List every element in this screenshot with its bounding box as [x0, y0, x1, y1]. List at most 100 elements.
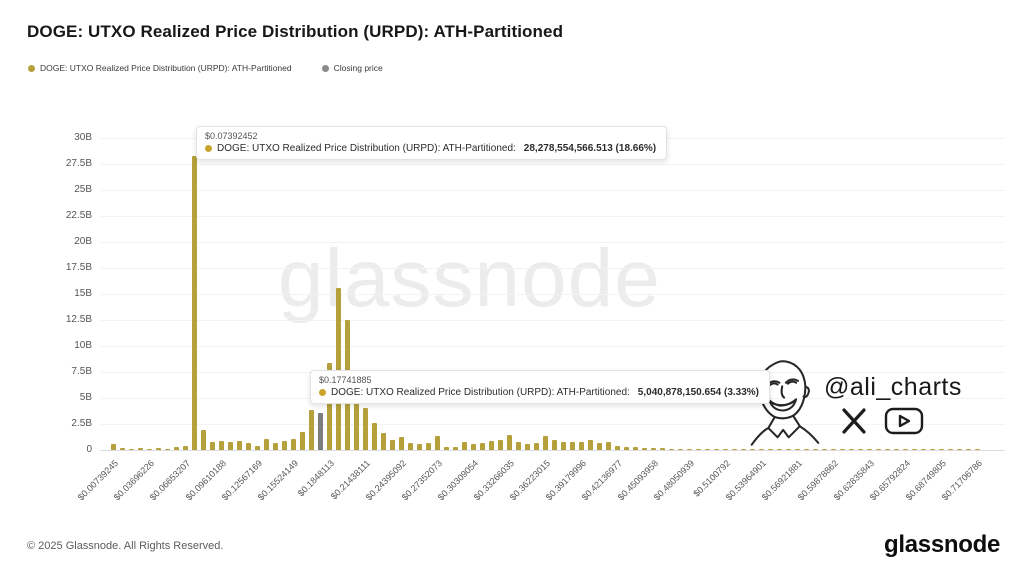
- urpd-bar[interactable]: [371, 422, 377, 450]
- urpd-bar[interactable]: [272, 443, 278, 450]
- urpd-bar[interactable]: [704, 449, 710, 450]
- urpd-bar[interactable]: [524, 444, 530, 450]
- urpd-bar[interactable]: [533, 443, 539, 450]
- urpd-bar[interactable]: [956, 449, 962, 450]
- urpd-bar[interactable]: [308, 409, 314, 450]
- urpd-bar[interactable]: [902, 449, 908, 450]
- urpd-bar[interactable]: [119, 448, 125, 450]
- urpd-bar[interactable]: [434, 436, 440, 450]
- legend-item-closing-price[interactable]: Closing price: [321, 63, 383, 73]
- urpd-bar[interactable]: [785, 449, 791, 450]
- urpd-bar[interactable]: [866, 449, 872, 450]
- urpd-bar[interactable]: [470, 444, 476, 450]
- urpd-bar[interactable]: [398, 437, 404, 450]
- urpd-bar[interactable]: [668, 448, 674, 450]
- urpd-bar[interactable]: [560, 441, 566, 450]
- urpd-bar[interactable]: [200, 430, 206, 450]
- urpd-bar[interactable]: [479, 443, 485, 450]
- urpd-bar[interactable]: [677, 448, 683, 450]
- urpd-bar[interactable]: [740, 449, 746, 450]
- urpd-bar[interactable]: [110, 444, 116, 450]
- urpd-bar[interactable]: [191, 155, 197, 450]
- urpd-bar[interactable]: [380, 433, 386, 450]
- urpd-bar[interactable]: [821, 449, 827, 450]
- urpd-bar[interactable]: [128, 448, 134, 450]
- urpd-bar[interactable]: [425, 443, 431, 450]
- urpd-bar[interactable]: [920, 449, 926, 450]
- urpd-bar[interactable]: [407, 443, 413, 450]
- urpd-bar[interactable]: [155, 448, 161, 450]
- urpd-bar[interactable]: [686, 448, 692, 450]
- urpd-bar[interactable]: [443, 446, 449, 450]
- urpd-bar[interactable]: [848, 449, 854, 450]
- urpd-bar[interactable]: [362, 408, 368, 450]
- urpd-bar[interactable]: [461, 441, 467, 450]
- urpd-bar[interactable]: [794, 449, 800, 450]
- urpd-bar[interactable]: [839, 449, 845, 450]
- urpd-bar[interactable]: [515, 441, 521, 450]
- urpd-bar[interactable]: [506, 435, 512, 450]
- urpd-bar[interactable]: [731, 449, 737, 450]
- urpd-bar[interactable]: [335, 287, 341, 450]
- urpd-bar[interactable]: [173, 446, 179, 450]
- urpd-bar[interactable]: [290, 438, 296, 450]
- urpd-bar[interactable]: [416, 443, 422, 450]
- urpd-bar[interactable]: [254, 445, 260, 450]
- urpd-bar[interactable]: [236, 440, 242, 450]
- urpd-bar[interactable]: [245, 442, 251, 450]
- urpd-bar[interactable]: [587, 439, 593, 450]
- urpd-bar[interactable]: [182, 446, 188, 450]
- urpd-bar[interactable]: [497, 439, 503, 450]
- urpd-bar[interactable]: [650, 447, 656, 450]
- urpd-bar[interactable]: [326, 362, 332, 450]
- urpd-bar[interactable]: [551, 440, 557, 450]
- urpd-bar[interactable]: [875, 449, 881, 450]
- legend-item-urpd[interactable]: DOGE: UTXO Realized Price Distribution (…: [28, 63, 292, 73]
- urpd-bar[interactable]: [884, 449, 890, 450]
- urpd-bar[interactable]: [758, 449, 764, 450]
- urpd-bar[interactable]: [164, 448, 170, 450]
- urpd-bar[interactable]: [974, 449, 980, 450]
- urpd-bar[interactable]: [227, 441, 233, 450]
- urpd-bar[interactable]: [830, 449, 836, 450]
- urpd-series-dot-icon: [28, 64, 35, 72]
- urpd-bar[interactable]: [749, 449, 755, 450]
- urpd-bar[interactable]: [146, 448, 152, 450]
- urpd-bar[interactable]: [911, 449, 917, 450]
- urpd-bar[interactable]: [209, 442, 215, 450]
- urpd-bar[interactable]: [929, 449, 935, 450]
- urpd-bar[interactable]: [659, 448, 665, 450]
- urpd-bar[interactable]: [632, 447, 638, 450]
- urpd-bar[interactable]: [857, 449, 863, 450]
- urpd-bar[interactable]: [695, 448, 701, 450]
- urpd-bar[interactable]: [488, 441, 494, 450]
- urpd-bar[interactable]: [578, 442, 584, 450]
- y-axis-tick-label: 20B: [74, 236, 92, 247]
- urpd-bar[interactable]: [389, 439, 395, 450]
- urpd-bar[interactable]: [947, 449, 953, 450]
- urpd-bar[interactable]: [353, 400, 359, 450]
- urpd-bar[interactable]: [965, 449, 971, 450]
- urpd-bar[interactable]: [263, 438, 269, 450]
- urpd-bar[interactable]: [218, 440, 224, 450]
- urpd-bar[interactable]: [299, 432, 305, 450]
- urpd-bar[interactable]: [452, 447, 458, 450]
- closing-price-bar[interactable]: [317, 412, 323, 450]
- urpd-bar[interactable]: [803, 449, 809, 450]
- urpd-bar[interactable]: [776, 449, 782, 450]
- urpd-bar[interactable]: [641, 447, 647, 450]
- urpd-bar[interactable]: [938, 449, 944, 450]
- urpd-bar[interactable]: [623, 446, 629, 450]
- urpd-bar[interactable]: [722, 449, 728, 450]
- urpd-bar[interactable]: [569, 442, 575, 450]
- urpd-bar[interactable]: [596, 443, 602, 450]
- urpd-bar[interactable]: [137, 448, 143, 450]
- urpd-bar[interactable]: [767, 449, 773, 450]
- urpd-bar[interactable]: [893, 449, 899, 450]
- urpd-bar[interactable]: [812, 449, 818, 450]
- urpd-bar[interactable]: [542, 436, 548, 450]
- urpd-bar[interactable]: [713, 449, 719, 450]
- urpd-bar[interactable]: [614, 446, 620, 450]
- urpd-bar[interactable]: [605, 441, 611, 450]
- urpd-bar[interactable]: [281, 440, 287, 450]
